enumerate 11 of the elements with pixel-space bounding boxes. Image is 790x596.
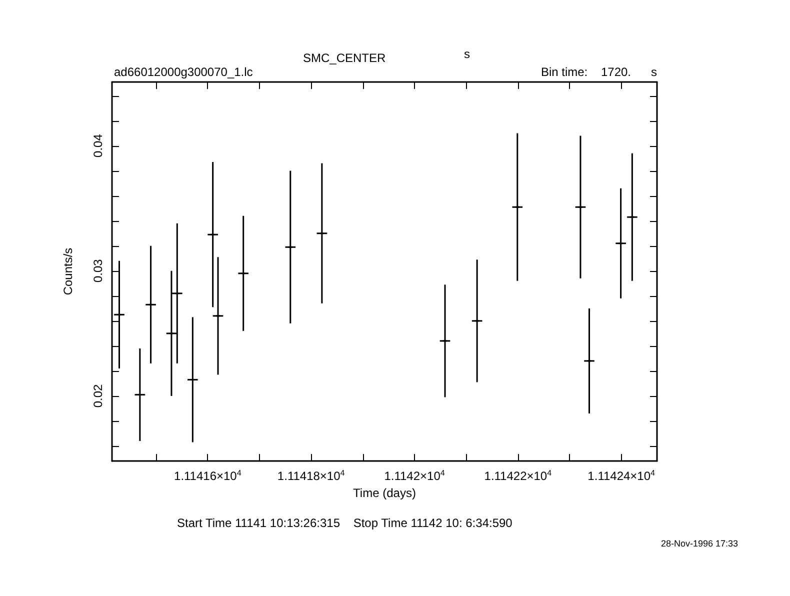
text: Start Time 11141 10:13:26:315 Stop Time 11142 10: 6:34:590 [177,516,513,530]
x-axis-title: Time (days) [353,486,416,500]
text: 28-Nov-1996 17:33 [660,538,738,548]
y-tick-label: 0.03 [91,258,105,283]
chart-title: SMC_CENTER [303,51,386,65]
text: s [464,47,470,61]
y-tick-label: 0.04 [91,134,105,158]
y-tick-label: 0.02 [91,384,105,408]
text: ad66012000g300070_1.lc [114,65,253,79]
y-axis-title: Counts/s [61,248,75,296]
text: Bin time: 1720. s [540,65,658,79]
